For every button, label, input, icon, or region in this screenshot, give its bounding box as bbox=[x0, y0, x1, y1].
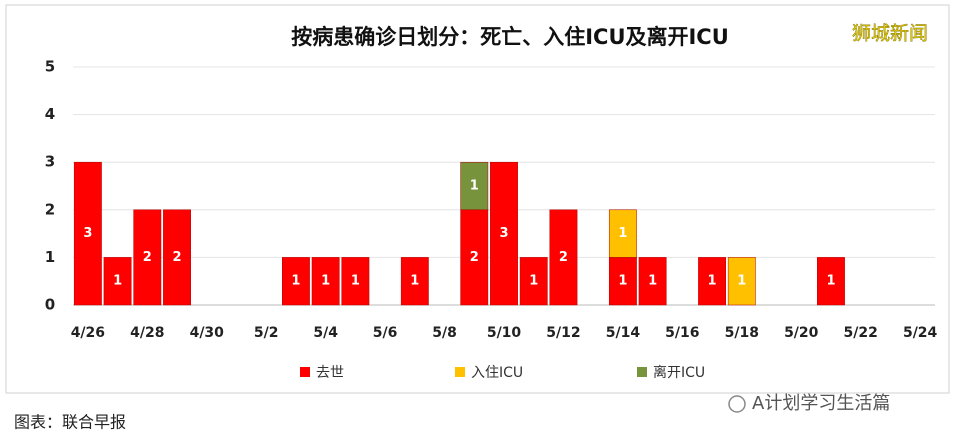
bar bbox=[608, 257, 637, 306]
y-tick-label: 4 bbox=[45, 105, 55, 123]
x-tick-label: 5/8 bbox=[432, 325, 457, 341]
bar bbox=[73, 161, 102, 306]
bar bbox=[133, 209, 162, 306]
bar bbox=[341, 257, 370, 306]
x-tick-label: 4/30 bbox=[190, 325, 225, 341]
x-tick-label: 5/18 bbox=[725, 325, 759, 341]
x-tick-label: 5/14 bbox=[606, 325, 641, 341]
bar bbox=[519, 257, 548, 306]
bar bbox=[698, 257, 726, 306]
wechat-icon bbox=[728, 395, 746, 413]
y-tick-label: 0 bbox=[45, 296, 55, 314]
legend-label: 入住ICU bbox=[471, 365, 523, 381]
value-label: 2 bbox=[559, 250, 568, 265]
x-tick-label: 5/2 bbox=[254, 325, 279, 341]
x-tick-label: 5/12 bbox=[546, 325, 580, 341]
value-label: 1 bbox=[618, 274, 627, 289]
value-label: 1 bbox=[529, 274, 538, 289]
chart-title: 按病患确诊日划分：死亡、入住ICU及离开ICU bbox=[291, 25, 729, 49]
x-tick-label: 5/16 bbox=[665, 325, 699, 341]
bar bbox=[460, 161, 489, 211]
value-label: 2 bbox=[143, 250, 152, 265]
value-label: 1 bbox=[321, 274, 330, 289]
y-tick-label: 2 bbox=[45, 200, 55, 218]
x-tick-label: 5/22 bbox=[844, 325, 878, 341]
x-tick-label: 5/24 bbox=[903, 325, 938, 341]
bar bbox=[638, 257, 667, 306]
value-label: 1 bbox=[113, 274, 122, 289]
legend-label: 去世 bbox=[316, 365, 344, 381]
legend-label: 离开ICU bbox=[653, 364, 705, 381]
bar bbox=[282, 257, 310, 306]
value-label: 1 bbox=[618, 226, 627, 241]
x-tick-label: 4/28 bbox=[130, 325, 164, 341]
value-label: 1 bbox=[470, 179, 479, 194]
value-label: 1 bbox=[291, 274, 300, 289]
bar bbox=[400, 257, 429, 306]
bar bbox=[608, 209, 637, 258]
y-tick-label: 3 bbox=[45, 153, 55, 171]
value-label: 3 bbox=[499, 226, 508, 241]
bar bbox=[817, 257, 845, 306]
bar bbox=[460, 209, 489, 306]
bar bbox=[549, 209, 578, 306]
account: A计划学习生活篇 bbox=[752, 393, 890, 414]
value-label: 1 bbox=[410, 274, 419, 289]
x-tick-label: 5/20 bbox=[784, 325, 819, 341]
value-label: 1 bbox=[648, 274, 657, 289]
value-label: 1 bbox=[737, 274, 746, 289]
y-tick-label: 5 bbox=[45, 58, 55, 76]
x-tick-label: 4/26 bbox=[71, 325, 105, 341]
y-tick-label: 1 bbox=[45, 248, 55, 266]
bar bbox=[163, 209, 191, 306]
x-tick-label: 5/4 bbox=[313, 325, 338, 341]
source: 图表：联合早报 bbox=[14, 413, 126, 432]
bar bbox=[490, 161, 518, 306]
value-label: 1 bbox=[351, 274, 360, 289]
value-label: 1 bbox=[826, 274, 835, 289]
watermark: 狮城新闻 bbox=[852, 23, 928, 45]
legend-swatch bbox=[637, 367, 647, 377]
value-label: 3 bbox=[83, 226, 92, 241]
bar bbox=[103, 257, 132, 306]
legend-swatch bbox=[300, 367, 310, 377]
x-tick-label: 5/6 bbox=[373, 325, 398, 341]
bar bbox=[311, 257, 340, 306]
value-label: 1 bbox=[708, 274, 717, 289]
value-label: 2 bbox=[470, 250, 479, 265]
value-label: 2 bbox=[173, 250, 182, 265]
x-tick-label: 5/10 bbox=[487, 325, 522, 341]
bar bbox=[727, 257, 756, 306]
legend-swatch bbox=[455, 367, 465, 377]
